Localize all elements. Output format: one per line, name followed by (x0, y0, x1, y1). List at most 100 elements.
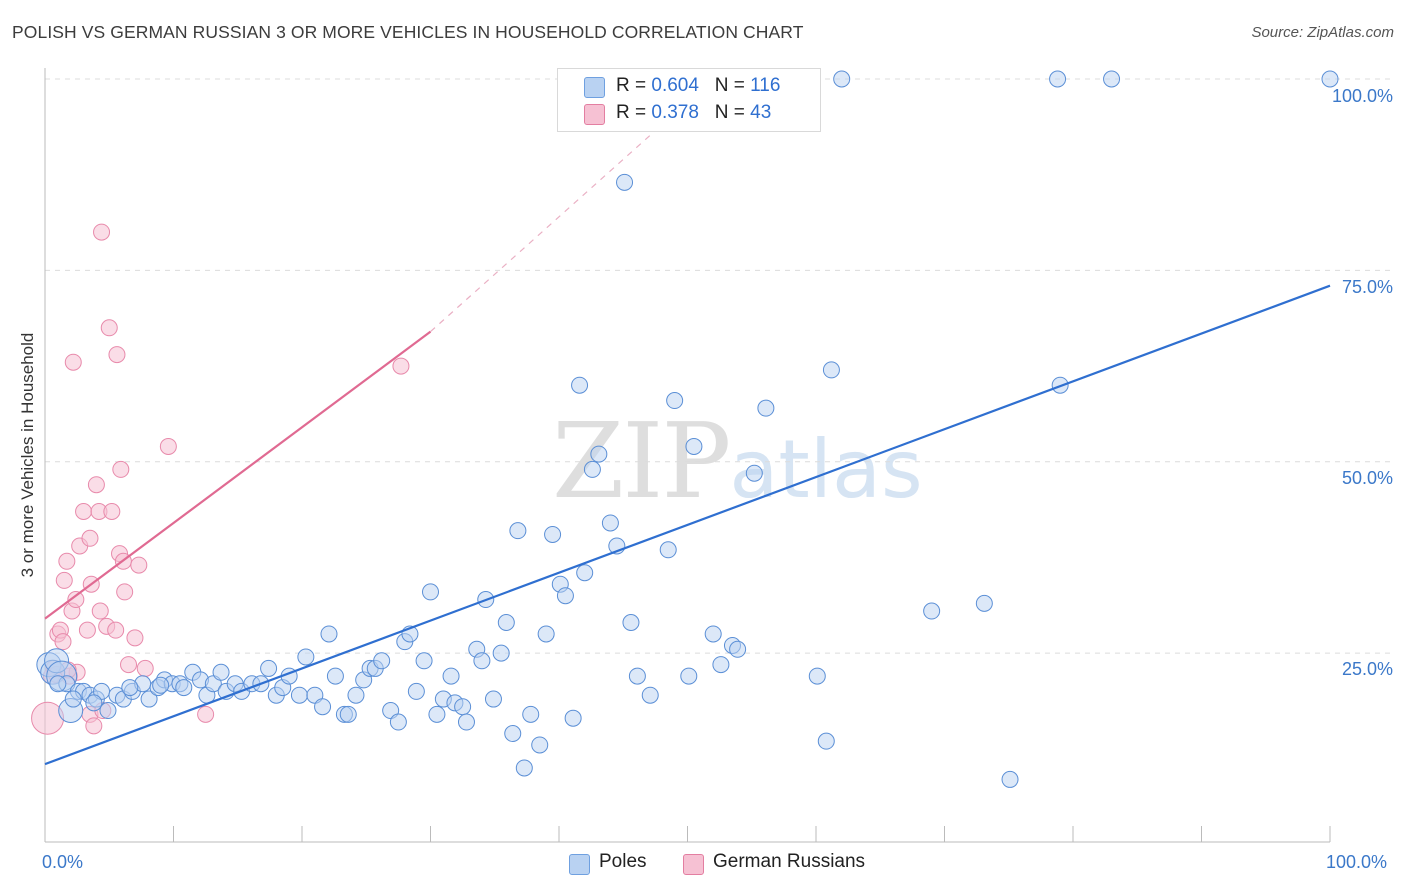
point-poles-113 (121, 679, 139, 697)
point-german-russians-26 (100, 319, 118, 337)
point-poles-36 (290, 686, 308, 704)
point-german-russians-40 (392, 357, 410, 375)
trendline-german-russians (44, 330, 432, 620)
point-poles-87 (641, 686, 659, 704)
point-german-russians-35 (126, 629, 144, 647)
point-poles-70 (515, 759, 533, 777)
point-german-russians-28 (107, 621, 125, 639)
point-poles-85 (622, 614, 640, 632)
point-poles-99 (817, 732, 835, 750)
point-poles-71 (522, 705, 540, 723)
point-poles-54 (415, 652, 433, 670)
point-poles-106 (1049, 70, 1067, 88)
point-poles-79 (576, 564, 594, 582)
point-german-russians-39 (197, 705, 215, 723)
legend-text-german-russians: R = 0.378 N = 43 (616, 102, 772, 123)
y-tick-label-100: 100.0% (1331, 86, 1393, 106)
point-poles-68 (504, 725, 522, 743)
point-poles-98 (808, 667, 826, 685)
bottom-legend-label-german-russians: German Russians (713, 851, 866, 872)
bottom-legend-swatch-german-russians (683, 854, 704, 875)
point-poles-61 (457, 713, 475, 731)
y-tick-label-50: 50.0% (1341, 468, 1393, 488)
point-german-russians-20 (87, 476, 105, 494)
point-poles-72 (531, 736, 549, 754)
y-tick-label-25: 25.0% (1341, 659, 1393, 679)
point-german-russians-27 (103, 503, 121, 521)
point-poles-92 (704, 625, 722, 643)
chart-title: POLISH VS GERMAN RUSSIAN 3 OR MORE VEHIC… (12, 22, 804, 42)
point-poles-50 (389, 713, 407, 731)
point-poles-89 (666, 392, 684, 410)
point-poles-73 (537, 625, 555, 643)
point-german-russians-5 (54, 633, 72, 651)
point-poles-112 (85, 694, 103, 712)
point-poles-96 (745, 464, 763, 482)
trendline-poles (44, 284, 1331, 766)
point-poles-78 (571, 376, 589, 394)
point-poles-11 (99, 702, 117, 720)
point-german-russians-33 (116, 583, 134, 601)
point-poles-74 (544, 525, 562, 543)
point-poles-53 (407, 682, 425, 700)
point-poles-48 (373, 652, 391, 670)
point-poles-69 (509, 522, 527, 540)
point-poles-37 (297, 648, 315, 666)
point-poles-104 (975, 594, 993, 612)
point-german-russians-22 (91, 602, 109, 620)
point-poles-82 (601, 514, 619, 532)
watermark-zip: ZIP (552, 400, 731, 522)
point-german-russians-38 (159, 437, 177, 455)
legend: R = 0.604 N = 116 R = 0.378 N = 43 (557, 68, 821, 132)
bottom-legend-label-poles: Poles (599, 851, 647, 872)
point-poles-114 (152, 676, 170, 694)
point-german-russians-37 (136, 659, 154, 677)
point-poles-110 (49, 675, 67, 693)
point-poles-58 (442, 667, 460, 685)
point-poles-63 (473, 652, 491, 670)
point-poles-91 (685, 437, 703, 455)
point-poles-65 (484, 690, 502, 708)
point-poles-66 (492, 644, 510, 662)
point-poles-86 (628, 667, 646, 685)
bottom-legend-swatch-poles (569, 854, 590, 875)
point-german-russians-15 (78, 621, 96, 639)
y-tick-label-75: 75.0% (1341, 277, 1393, 297)
source-label: Source: ZipAtlas.com (1251, 24, 1394, 41)
point-german-russians-36 (130, 556, 148, 574)
point-poles-39 (314, 698, 332, 716)
point-poles-77 (564, 709, 582, 727)
point-poles-40 (320, 625, 338, 643)
point-german-russians-17 (81, 529, 99, 547)
point-german-russians-6 (55, 571, 73, 589)
point-german-russians-34 (120, 656, 138, 674)
point-german-russians-24 (93, 223, 111, 241)
point-poles-103 (1001, 770, 1019, 788)
y-axis-label: 3 or more Vehicles in Household (18, 332, 37, 578)
point-poles-60 (454, 698, 472, 716)
point-poles-97 (757, 399, 775, 417)
point-poles-95 (729, 640, 747, 658)
point-poles-43 (339, 705, 357, 723)
point-poles-56 (428, 705, 446, 723)
point-poles-111 (64, 690, 82, 708)
point-german-russians-11 (67, 591, 85, 609)
point-poles-16 (140, 690, 158, 708)
point-poles-108 (1321, 70, 1339, 88)
point-poles-102 (923, 602, 941, 620)
point-poles-21 (175, 679, 193, 697)
point-poles-107 (1103, 70, 1121, 88)
x-tick-label-min: 0.0% (42, 852, 84, 872)
legend-text-poles: R = 0.604 N = 116 (616, 75, 781, 96)
point-german-russians-31 (112, 460, 130, 478)
point-poles-76 (556, 587, 574, 605)
point-german-russians-10 (64, 353, 82, 371)
point-poles-88 (659, 541, 677, 559)
point-poles-26 (212, 663, 230, 681)
point-poles-100 (822, 361, 840, 379)
point-poles-101 (833, 70, 851, 88)
point-poles-55 (422, 583, 439, 601)
point-poles-93 (712, 656, 730, 674)
point-german-russians-7 (58, 552, 76, 570)
point-german-russians-19 (85, 717, 103, 735)
